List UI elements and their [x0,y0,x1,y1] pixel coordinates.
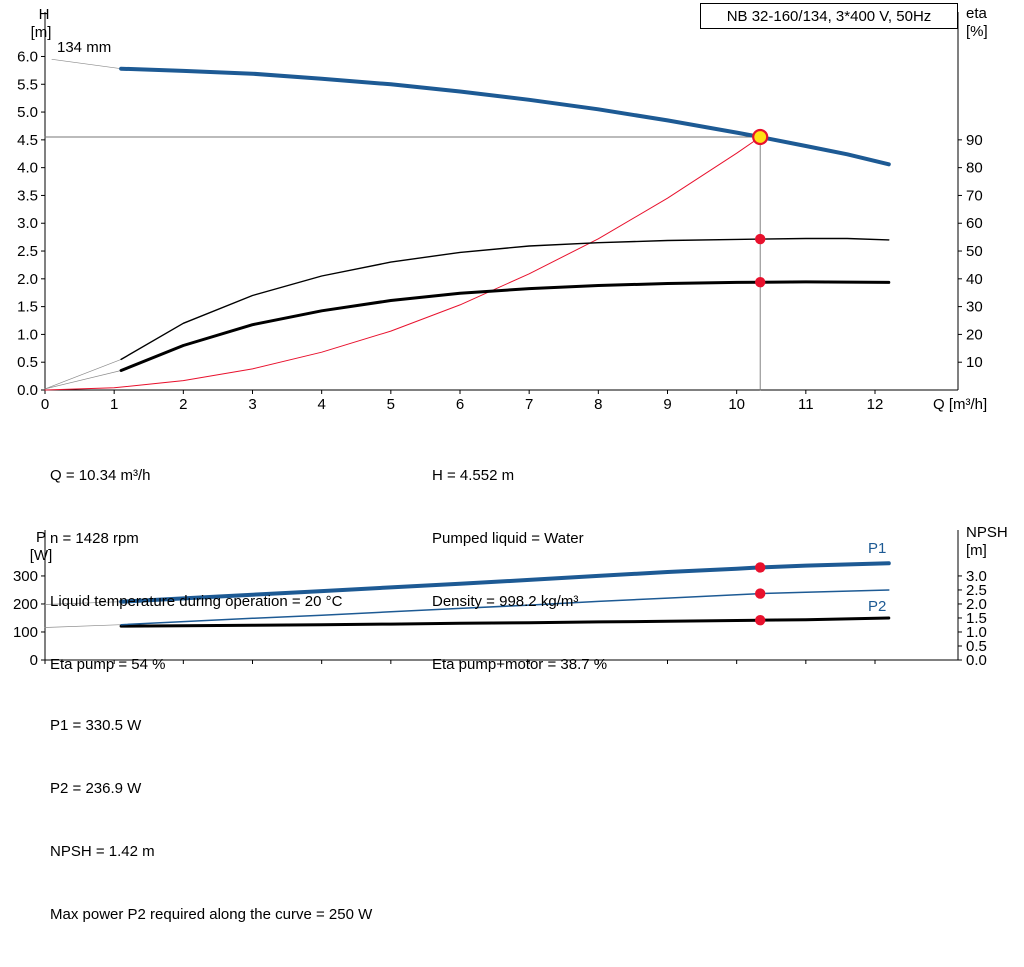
eta-pump-value: Eta pump = 54 % [50,656,166,673]
y-tick-right-label: 40 [966,271,983,288]
series-eta-pump-curve [120,237,890,361]
operating-data-col2: H = 4.552 m Pumped liquid = Water Densit… [432,423,607,717]
pump-title-box: NB 32-160/134, 3*400 V, 50Hz [700,3,958,29]
npsh-value: NPSH = 1.42 m [50,843,155,860]
x-tick-label: 11 [798,396,814,413]
y-tick-right-label: 1.5 [966,610,987,627]
x-tick-label: 12 [867,396,884,413]
y-tick-left-label: 100 [13,624,38,641]
power-npsh-chart: 0 100 200 300 0.00.51.01.52.02.53.0 [13,530,987,669]
y-tick-left-label: 4.0 [17,160,38,177]
y-tick-left-label: 6.0 [17,48,38,65]
p2-curve-label: P2 [868,598,886,615]
series-p1-connector [44,601,122,605]
pumped-liquid-value: Pumped liquid = Water [432,530,584,547]
y-tick-left-label: 300 [13,568,38,585]
qh-eta-chart: 0 1 2 3 4 5 6 7 8 9 10 11 120.00.51.01.52.02.53.03.5… [17,12,983,413]
x-tick-label: 10 [728,396,745,413]
power-npsh-data: P1 = 330.5 W P2 = 236.9 W NPSH = 1.42 m … [50,673,372,967]
eta-axis-unit: [%] [966,23,988,40]
y-tick-right-label: 60 [966,215,983,232]
series-impeller-connector [51,58,122,70]
p1-value: P1 = 330.5 W [50,717,142,734]
y-tick-right-label: 1.0 [966,624,987,641]
y-tick-right-label: 50 [966,243,983,260]
p1-curve-label: P1 [868,540,886,557]
duty-point [752,128,769,146]
x-tick-label: 3 [248,396,256,413]
eta-pump-point [755,233,766,245]
y-tick-left-label: 3.0 [17,215,38,232]
y-tick-right-label: 20 [966,326,983,343]
y-tick-right-label: 0.5 [966,638,987,655]
y-tick-left-label: 0 [30,652,38,669]
x-tick-label: 6 [456,396,464,413]
x-tick-label: 2 [179,396,187,413]
max-power-value: Max power P2 required along the curve = … [50,906,373,923]
p1-point [755,562,766,573]
pump-charts-svg: 0 1 2 3 4 5 6 7 8 9 10 11 120.00.51.01.52.02.53.03.5… [13,5,1008,669]
pump-curve-page: 0 1 2 3 4 5 6 7 8 9 10 11 12 0.0 0.5 1.0 1.5 2.0 2.5 3.0 3.5… [12,3,1008,923]
x-tick-label: 5 [387,396,395,413]
y-tick-left-label: 200 [13,596,38,613]
y-tick-right-label: 2.0 [966,596,987,613]
p-axis-unit: [W] [30,547,53,564]
q-axis-label: Q [m³/h] [933,396,987,413]
series-eta-pump-motor-connector [44,370,122,390]
p2-point [755,588,766,599]
series-eta-pump-connector [44,359,122,390]
npsh-axis-unit: [m] [966,542,987,559]
y-tick-left-label: 1.0 [17,326,38,343]
density-value: Density = 998.2 kg/m³ [432,593,579,610]
x-tick-label: 0 [41,396,49,413]
y-tick-left-label: 5.0 [17,104,38,121]
series-p2-connector [44,624,122,628]
flow-value: Q = 10.34 m³/h [50,467,151,484]
y-tick-right-label: 0.0 [966,652,987,669]
series-system-curve [44,136,761,391]
x-tick-label: 1 [110,396,118,413]
x-tick-label: 8 [594,396,602,413]
operating-data-col1: Q = 10.34 m³/h n = 1428 rpm Liquid tempe… [50,423,342,717]
y-tick-right-label: 30 [966,299,983,316]
h-axis-unit: [m] [31,24,52,41]
y-tick-right-label: 70 [966,187,983,204]
x-tick-label: 7 [525,396,533,413]
x-tick-label: 9 [663,396,671,413]
y-tick-left-label: 0.0 [17,382,38,399]
p-axis-title: P [36,529,46,546]
eta-pump-motor-point [755,277,766,288]
y-tick-left-label: 3.5 [17,187,38,204]
y-tick-right-label: 10 [966,354,983,371]
y-tick-left-label: 1.5 [17,299,38,316]
npsh-axis-title: NPSH [966,524,1008,541]
eta-axis-title: eta [966,5,988,22]
y-tick-left-label: 2.5 [17,243,38,260]
x-tick-label: 4 [317,396,325,413]
series-eta-pump-motor-curve [119,280,891,372]
speed-value: n = 1428 rpm [50,530,139,547]
y-tick-right-label: 2.5 [966,582,987,599]
p2-value: P2 = 236.9 W [50,780,142,797]
y-tick-right-label: 90 [966,132,983,149]
y-tick-left-label: 4.5 [17,132,38,149]
y-tick-right-label: 80 [966,160,983,177]
h-axis-title: H [39,6,50,23]
eta-pump-motor-value: Eta pump+motor = 38.7 % [432,656,608,673]
series-qh-curve-134mm [119,66,891,167]
head-value: H = 4.552 m [432,467,515,484]
y-tick-left-label: 0.5 [17,354,38,371]
y-tick-left-label: 2.0 [17,271,38,288]
y-tick-left-label: 5.5 [17,76,38,93]
y-tick-right-label: 3.0 [966,568,987,585]
impeller-size-label: 134 mm [57,39,111,56]
npsh-point [755,615,766,626]
liquid-temperature-value: Liquid temperature during operation = 20… [50,593,343,610]
